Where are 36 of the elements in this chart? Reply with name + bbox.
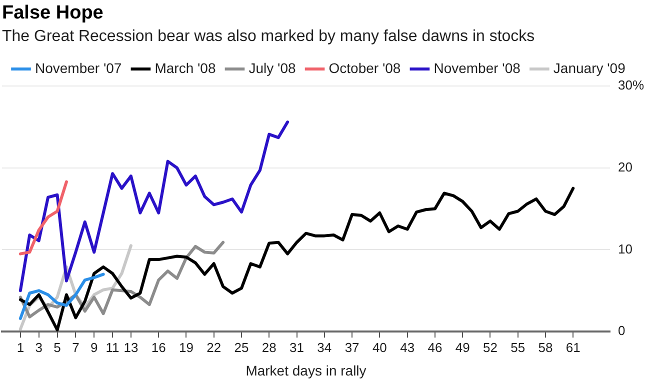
- x-tick-label: 40: [372, 340, 387, 355]
- x-tick-label: 11: [106, 340, 120, 355]
- x-tick-label: 46: [428, 340, 442, 355]
- x-axis-title: Market days in rally: [246, 362, 366, 378]
- x-tick-label: 25: [234, 340, 249, 355]
- x-tick-label: 58: [538, 340, 553, 355]
- x-tick-label: 19: [179, 340, 194, 355]
- x-tick-label: 16: [151, 340, 166, 355]
- legend-label: January '09: [553, 60, 626, 76]
- x-tick-label: 7: [72, 340, 80, 355]
- x-tick-label: 1: [16, 340, 24, 355]
- x-tick-label: 55: [510, 340, 526, 355]
- x-tick-label: 37: [344, 340, 360, 355]
- y-tick-label: 30%: [618, 78, 644, 93]
- x-tick-label: 31: [290, 340, 304, 355]
- chart-subtitle: The Great Recession bear was also marked by many false dawns in stocks: [2, 28, 535, 45]
- x-tick-label: 34: [317, 340, 332, 355]
- x-tick-label: 9: [90, 340, 98, 355]
- x-tick-label: 3: [35, 340, 42, 355]
- legend-label: November '08: [434, 60, 521, 76]
- x-tick-label: 43: [400, 340, 415, 355]
- x-tick-label: 61: [566, 340, 580, 355]
- y-tick-label: 0: [618, 323, 626, 338]
- y-tick-label: 20: [618, 159, 632, 174]
- x-tick-label: 49: [455, 340, 470, 355]
- x-tick-label: 13: [124, 340, 138, 355]
- y-tick-label: 10: [618, 241, 632, 256]
- legend-label: October '08: [328, 60, 401, 76]
- legend-label: November '07: [35, 60, 122, 76]
- x-tick-label: 5: [54, 340, 61, 355]
- chart-title: False Hope: [2, 2, 104, 24]
- x-tick-label: 22: [206, 340, 222, 355]
- x-tick-label: 52: [482, 340, 498, 355]
- x-tick-label: 28: [262, 340, 276, 355]
- legend-label: July '08: [248, 60, 296, 76]
- legend-label: March '08: [154, 60, 216, 76]
